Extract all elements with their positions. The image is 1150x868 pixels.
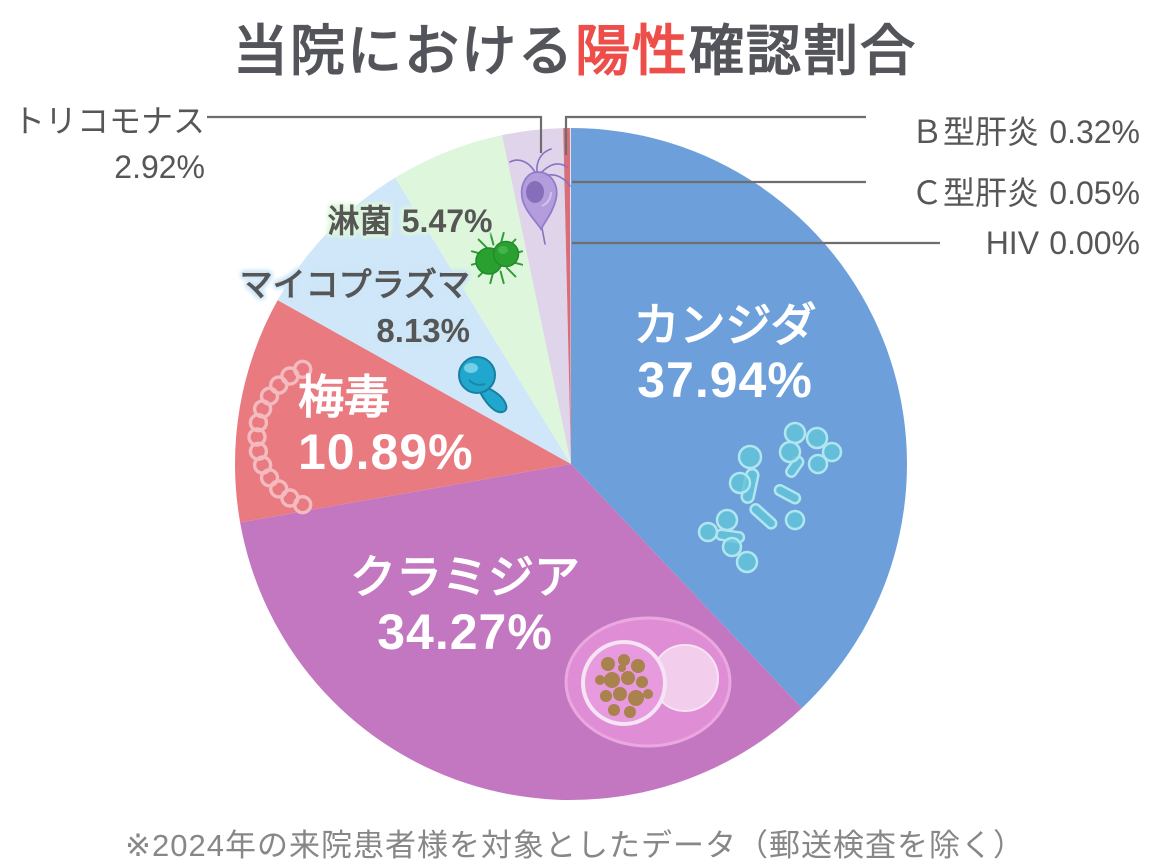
slice-name: カンジダ bbox=[633, 299, 817, 351]
slice-percent: 34.27% bbox=[377, 603, 553, 660]
slice-name: Ｂ型肝炎 bbox=[911, 114, 1040, 150]
slice-percent: 2.92% bbox=[114, 149, 205, 186]
pie-slice-hepatitis-b bbox=[563, 128, 571, 464]
slice-label-trichomonas: トリコモナス 2.92% bbox=[13, 98, 205, 190]
neisseria-gonorrhoeae-icon bbox=[470, 231, 524, 285]
chlamydia-inclusion-cell-icon bbox=[564, 616, 732, 748]
title-suffix: 確認割合 bbox=[689, 20, 918, 82]
pie-slice-candida bbox=[571, 128, 907, 709]
slice-label-hepatitis-b: Ｂ型肝炎 0.32% bbox=[911, 107, 1140, 153]
pie-slice-mycoplasma bbox=[277, 177, 571, 464]
leader-lines bbox=[207, 115, 940, 245]
slice-label-mycoplasma: マイコプラズマ 8.13% bbox=[240, 262, 470, 353]
slice-percent: 0.00% bbox=[1049, 225, 1140, 261]
page-title: 当院における陽性確認割合 bbox=[0, 6, 1150, 86]
slice-percent: 8.13% bbox=[376, 311, 470, 349]
trichomonas-protozoan-icon bbox=[509, 148, 571, 245]
pie-slice-trichomonas bbox=[502, 128, 571, 464]
slice-label-hepatitis-c: Ｃ型肝炎 0.05% bbox=[911, 168, 1140, 214]
slice-label-candida: カンジダ 37.94% bbox=[585, 299, 865, 408]
slice-name: 淋菌 bbox=[327, 203, 392, 239]
slice-name: 梅毒 bbox=[298, 371, 390, 423]
pie-slice-hepatitis-c bbox=[569, 127, 571, 465]
mycoplasma-cell-icon bbox=[458, 356, 508, 414]
slice-percent: 10.89% bbox=[298, 423, 474, 480]
pie-slice-syphilis bbox=[234, 300, 571, 523]
slice-label-syphilis: 梅毒 10.89% bbox=[298, 371, 474, 480]
slice-name: クラミジア bbox=[350, 551, 580, 603]
pie-slices bbox=[234, 127, 907, 801]
slice-percent: 0.32% bbox=[1049, 114, 1140, 150]
slice-percent: 5.47% bbox=[401, 203, 493, 239]
slice-name: Ｃ型肝炎 bbox=[911, 175, 1040, 211]
slice-label-chlamydia: クラミジア 34.27% bbox=[325, 551, 605, 660]
slice-percent: 37.94% bbox=[637, 351, 813, 408]
leader-line-trichomonas bbox=[207, 115, 543, 153]
slice-name: トリコモナス bbox=[12, 103, 205, 139]
slice-label-hiv: HIV 0.00% bbox=[986, 225, 1140, 262]
footnote: ※2024年の来院患者様を対象としたデータ（郵送検査を除く） bbox=[125, 828, 1025, 863]
title-highlight: 陽性 bbox=[574, 20, 689, 82]
pie-slice-gonorrhea bbox=[395, 135, 571, 464]
candida-yeast-cluster-icon bbox=[697, 421, 843, 574]
slice-name: HIV bbox=[985, 225, 1040, 261]
treponema-spiral-icon bbox=[247, 359, 313, 515]
slice-name: マイコプラズマ bbox=[239, 266, 470, 303]
slice-percent: 0.05% bbox=[1049, 175, 1140, 211]
slice-label-gonorrhea: 淋菌 5.47% bbox=[300, 196, 520, 242]
leader-line-hepatitis-b bbox=[564, 115, 866, 155]
title-prefix: 当院における bbox=[232, 20, 575, 82]
